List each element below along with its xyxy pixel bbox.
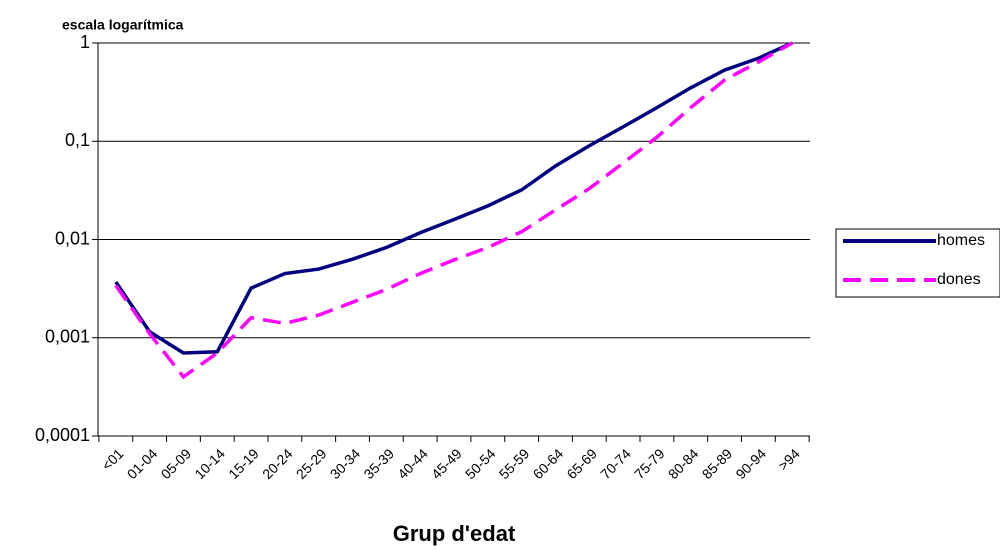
- y-tick-label: 0,0001: [35, 425, 90, 445]
- x-tick-label: 45-49: [428, 445, 465, 482]
- y-tick-label: 0,01: [55, 228, 90, 248]
- x-tick-label: 50-54: [462, 445, 499, 482]
- y-tick-label: 0,001: [45, 327, 90, 347]
- x-axis-label: Grup d'edat: [393, 521, 516, 546]
- x-tick-label: <01: [98, 445, 126, 473]
- x-tick-label: 40-44: [394, 445, 431, 482]
- x-tick-label: 70-74: [597, 445, 634, 482]
- x-tick-label: 85-89: [699, 445, 736, 482]
- series-line: [114, 41, 793, 355]
- x-tick-label: 10-14: [191, 445, 228, 482]
- legend-label: dones: [937, 271, 981, 288]
- x-tick-label: 30-34: [327, 445, 364, 482]
- x-tick-label: 55-59: [496, 445, 533, 482]
- x-tick-label: >94: [775, 445, 803, 473]
- x-tick-label: 05-09: [158, 445, 195, 482]
- x-tick-label: 20-24: [259, 445, 296, 482]
- y-tick-label: 1: [80, 32, 90, 52]
- x-tick-label: 90-94: [732, 445, 769, 482]
- x-tick-label: 35-39: [360, 445, 397, 482]
- x-tick-label: 01-04: [124, 445, 161, 482]
- x-tick-label: 15-19: [225, 445, 262, 482]
- x-tick-label: 65-69: [563, 445, 600, 482]
- legend-label: homes: [937, 232, 985, 249]
- y-tick-label: 0,1: [65, 130, 90, 150]
- x-tick-label: 75-79: [631, 445, 668, 482]
- y-axis-label: escala logarítmica: [62, 17, 184, 33]
- series-line: [114, 41, 794, 380]
- x-tick-label: 60-64: [530, 445, 567, 482]
- x-tick-label: 80-84: [665, 445, 702, 482]
- x-tick-label: 25-29: [293, 445, 330, 482]
